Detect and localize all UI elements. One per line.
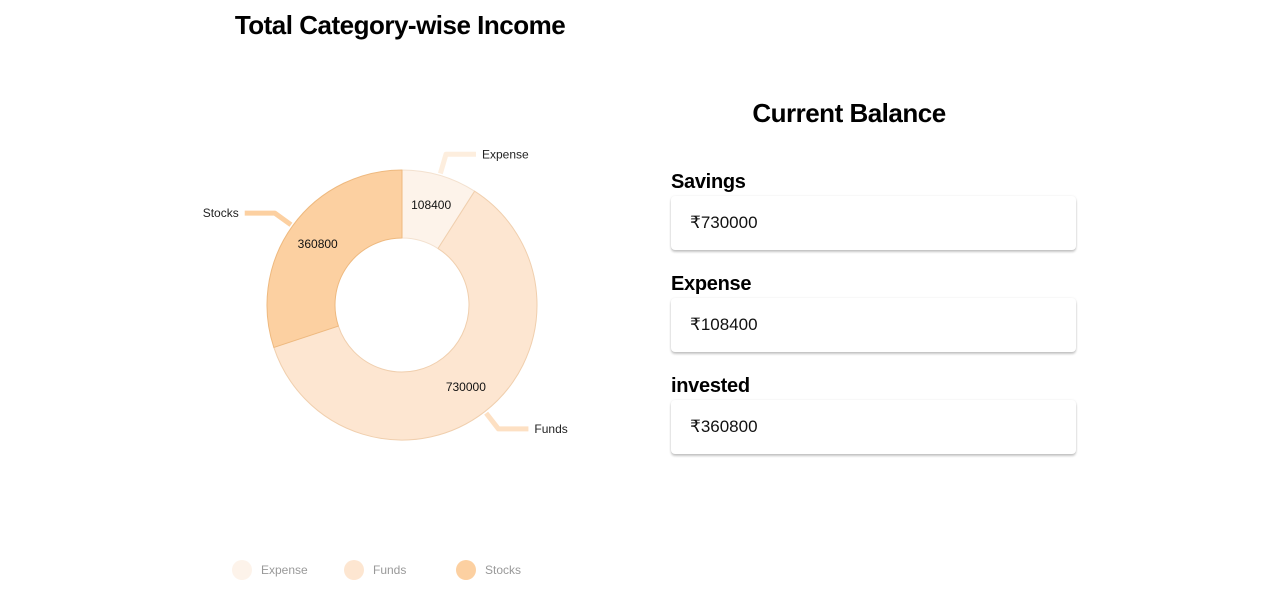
slice-value-label: 360800: [298, 237, 338, 251]
legend-swatch: [456, 560, 476, 580]
balance-value: ₹730000: [690, 213, 758, 232]
chart-legend: Expense Funds Stocks: [232, 560, 568, 580]
donut-slice-stocks[interactable]: [266, 169, 403, 348]
legend-label: Expense: [261, 563, 308, 577]
chart-title: Total Category-wise Income: [234, 10, 566, 40]
balance-title: Current Balance: [752, 98, 946, 128]
balance-item-savings: Savings ₹730000: [671, 168, 1076, 250]
slice-leader-line: [244, 210, 293, 227]
legend-swatch: [344, 560, 364, 580]
balance-label: Expense: [671, 273, 752, 295]
donut-chart: 108400 Expense 730000 Funds 360800 Stocks: [203, 147, 568, 441]
legend-item-funds[interactable]: Funds: [344, 560, 456, 580]
legend-label: Stocks: [485, 563, 522, 577]
legend-item-stocks[interactable]: Stocks: [456, 560, 568, 580]
slice-value-label: 108400: [411, 198, 451, 212]
balance-item-invested: invested ₹360800: [671, 372, 1076, 454]
balance-item-expense: Expense ₹108400: [671, 270, 1076, 352]
balance-value-box: ₹730000: [671, 196, 1076, 250]
balance-label: Savings: [671, 171, 746, 193]
slice-leader-line: [484, 411, 529, 432]
balance-value: ₹360800: [690, 417, 758, 436]
balance-value-box: ₹108400: [671, 298, 1076, 352]
slice-category-label: Stocks: [203, 206, 239, 220]
legend-item-expense[interactable]: Expense: [232, 560, 344, 580]
balance-value: ₹108400: [690, 315, 758, 334]
slice-category-label: Expense: [482, 147, 529, 161]
balance-value-box: ₹360800: [671, 400, 1076, 454]
legend-swatch: [232, 560, 252, 580]
slice-leader-line: [437, 151, 476, 175]
balance-label: invested: [671, 375, 750, 397]
slice-category-label: Funds: [534, 422, 567, 436]
slice-value-label: 730000: [446, 380, 486, 394]
donut-slice-funds[interactable]: [273, 190, 538, 441]
legend-label: Funds: [373, 563, 407, 577]
balance-list: Savings ₹730000 Expense ₹108400 invested…: [671, 168, 1076, 474]
